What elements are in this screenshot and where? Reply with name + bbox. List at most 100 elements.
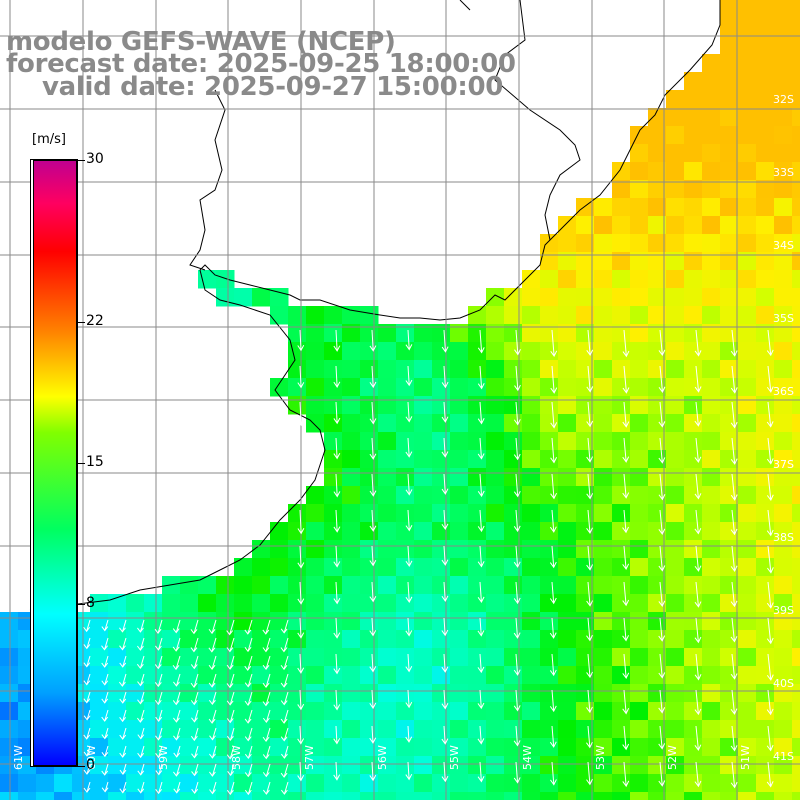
wind-cell bbox=[630, 324, 649, 343]
wind-cell bbox=[18, 792, 37, 800]
wind-arrow bbox=[658, 545, 666, 572]
wind-arrow bbox=[83, 709, 91, 721]
wind-cell bbox=[90, 684, 109, 703]
wind-cell bbox=[90, 792, 109, 800]
wind-arrow bbox=[514, 365, 521, 392]
wind-cell bbox=[666, 504, 685, 523]
colorbar-tick-label: 0 bbox=[86, 757, 95, 773]
wind-cell bbox=[486, 756, 505, 775]
wind-cell bbox=[666, 594, 685, 613]
wind-cell bbox=[414, 522, 433, 541]
wind-arrow bbox=[208, 637, 217, 653]
wind-cell bbox=[378, 558, 397, 577]
wind-cell bbox=[720, 558, 739, 577]
wind-cell bbox=[684, 216, 703, 235]
wind-arrow bbox=[730, 401, 738, 429]
wind-cell bbox=[414, 342, 433, 361]
wind-arrow bbox=[730, 617, 738, 643]
wind-cell bbox=[306, 360, 325, 379]
wind-cell bbox=[540, 432, 559, 451]
longitude-label: 54W bbox=[520, 745, 534, 770]
wind-arrow bbox=[226, 745, 235, 760]
wind-cell bbox=[558, 522, 577, 541]
wind-cell bbox=[126, 648, 145, 667]
wind-cell bbox=[360, 774, 379, 793]
wind-cell bbox=[702, 540, 721, 559]
wind-cell bbox=[90, 594, 109, 613]
wind-cell bbox=[378, 792, 397, 800]
wind-cell bbox=[774, 342, 793, 361]
wind-cell bbox=[558, 234, 577, 253]
wind-cell bbox=[738, 162, 757, 181]
wind-cell bbox=[252, 612, 271, 631]
wind-arrow bbox=[226, 673, 235, 689]
wind-cell bbox=[612, 468, 631, 487]
wind-cell bbox=[252, 558, 271, 577]
wind-cell bbox=[630, 486, 649, 505]
wind-cell bbox=[432, 432, 451, 451]
wind-cell bbox=[612, 792, 631, 800]
wind-cell bbox=[342, 738, 361, 757]
wind-cell bbox=[666, 666, 685, 685]
wind-arrow bbox=[694, 581, 702, 608]
wind-cell bbox=[144, 630, 163, 649]
wind-cell bbox=[342, 360, 361, 379]
wind-cell bbox=[666, 288, 685, 307]
wind-cell bbox=[774, 288, 793, 307]
wind-cell bbox=[792, 522, 800, 541]
wind-cell bbox=[522, 702, 541, 721]
wind-cell bbox=[270, 612, 289, 631]
wind-cell bbox=[612, 504, 631, 523]
wind-cell bbox=[702, 342, 721, 361]
wind-arrow bbox=[549, 725, 557, 748]
wind-cell bbox=[612, 720, 631, 739]
wind-cell bbox=[504, 504, 523, 523]
wind-arrow bbox=[262, 745, 271, 760]
wind-cell bbox=[288, 720, 307, 739]
wind-cell bbox=[702, 324, 721, 343]
wind-arrow bbox=[119, 691, 127, 704]
wind-cell bbox=[288, 558, 307, 577]
wind-cell bbox=[504, 540, 523, 559]
wind-cell bbox=[360, 630, 379, 649]
wind-arrow bbox=[297, 401, 305, 426]
wind-cell bbox=[702, 270, 721, 289]
wind-arrow bbox=[477, 473, 485, 498]
wind-cell bbox=[738, 234, 757, 253]
wind-cell bbox=[306, 666, 325, 685]
wind-cell bbox=[162, 738, 181, 757]
wind-cell bbox=[198, 738, 217, 757]
wind-arrow bbox=[622, 401, 630, 428]
wind-cell bbox=[630, 504, 649, 523]
wind-cell bbox=[702, 702, 721, 721]
wind-arrow bbox=[658, 473, 666, 501]
wind-arrow bbox=[622, 365, 630, 394]
wind-cell bbox=[360, 378, 379, 397]
wind-cell bbox=[468, 612, 487, 631]
wind-cell bbox=[216, 576, 235, 595]
wind-cell bbox=[468, 540, 487, 559]
wind-cell bbox=[504, 558, 523, 577]
wind-cell bbox=[720, 342, 739, 361]
wind-cell bbox=[738, 738, 757, 757]
wind-cell bbox=[630, 450, 649, 469]
wind-cell bbox=[756, 18, 775, 37]
wind-arrow bbox=[730, 725, 738, 752]
wind-arrow bbox=[280, 619, 289, 634]
wind-cell bbox=[522, 450, 541, 469]
wind-cell bbox=[720, 378, 739, 397]
wind-arrow bbox=[622, 617, 630, 642]
wind-cell bbox=[504, 612, 523, 631]
wind-cell bbox=[792, 180, 800, 199]
wind-cell bbox=[756, 378, 775, 397]
wind-cell bbox=[486, 504, 505, 523]
wind-cell bbox=[666, 630, 685, 649]
wind-cell bbox=[396, 522, 415, 541]
wind-arrow bbox=[262, 781, 271, 795]
wind-cell bbox=[396, 486, 415, 505]
wind-cell bbox=[108, 756, 127, 775]
wind-cell bbox=[630, 756, 649, 775]
wind-arrow bbox=[369, 473, 377, 497]
wind-cell bbox=[666, 162, 685, 181]
